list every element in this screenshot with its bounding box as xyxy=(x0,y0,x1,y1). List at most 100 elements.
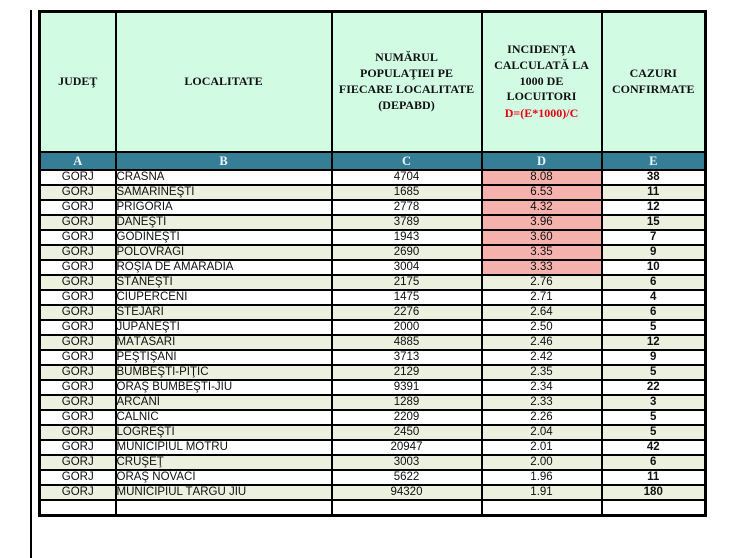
cell-cazuri: 12 xyxy=(600,199,707,216)
cell-incidenta: 4.32 xyxy=(480,199,603,216)
cell-judet: GORJ xyxy=(38,199,117,216)
cell-localitate: STEJARI xyxy=(114,304,333,321)
cell-cazuri: 5 xyxy=(600,424,707,441)
cell-cazuri: 6 xyxy=(600,454,707,471)
table-row: GORJ ARCANI 1289 2.33 3 xyxy=(38,394,707,411)
cell-judet: GORJ xyxy=(38,319,117,336)
column-letter-d: D xyxy=(480,151,603,171)
cell-localitate: MĂTĂSARI xyxy=(114,334,333,351)
cell-incidenta: 3.60 xyxy=(480,229,603,246)
cell-incidenta: 1.96 xyxy=(480,469,603,486)
table-row: GORJ MĂTĂSARI 4885 2.46 12 xyxy=(38,334,707,351)
col-header-populatie: NUMĂRUL POPULAŢIEI PE FIECARE LOCALITATE… xyxy=(330,10,483,153)
cell-judet: GORJ xyxy=(38,484,117,501)
cell-judet: GORJ xyxy=(38,304,117,321)
cell-localitate: MUNICIPIUL MOTRU xyxy=(114,439,333,456)
table-row: GORJ PRIGORIA 2778 4.32 12 xyxy=(38,199,707,216)
cell-incidenta: 1.91 xyxy=(480,484,603,501)
col-header-judet-label: JUDEŢ xyxy=(58,74,98,89)
table-row: GORJ JUPÂNEŞTI 2000 2.50 5 xyxy=(38,319,707,336)
cell-populatie: 20947 xyxy=(330,439,483,456)
cell-localitate: PEŞTIŞANI xyxy=(114,349,333,366)
cell-incidenta: 2.04 xyxy=(480,424,603,441)
cell-localitate: CRUŞEŢ xyxy=(114,454,333,471)
cell-cazuri: 5 xyxy=(600,409,707,426)
cell-judet: GORJ xyxy=(38,394,117,411)
cell-localitate: JUPÂNEŞTI xyxy=(114,319,333,336)
cell-populatie: 2175 xyxy=(330,274,483,291)
cell-populatie: 5622 xyxy=(330,469,483,486)
column-letter-b: B xyxy=(114,151,333,171)
cell-localitate xyxy=(114,499,333,517)
cell-populatie: 94320 xyxy=(330,484,483,501)
cell-localitate: ORAŞ BUMBEŞTI-JIU xyxy=(114,379,333,396)
table-row: GORJ GODINEŞTI 1943 3.60 7 xyxy=(38,229,707,246)
table-row: GORJ ORAŞ BUMBEŞTI-JIU 9391 2.34 22 xyxy=(38,379,707,396)
col-header-cazuri: CAZURI CONFIRMATE xyxy=(600,10,707,153)
cell-cazuri: 7 xyxy=(600,229,707,246)
table-row: GORJ POLOVRAGI 2690 3.35 9 xyxy=(38,244,707,261)
cell-judet: GORJ xyxy=(38,469,117,486)
cell-populatie: 9391 xyxy=(330,379,483,396)
cell-localitate: CÂLNIC xyxy=(114,409,333,426)
cell-incidenta: 8.08 xyxy=(480,169,603,186)
cell-populatie: 2129 xyxy=(330,364,483,381)
table-row: GORJ ROŞIA DE AMARADIA 3004 3.33 10 xyxy=(38,259,707,276)
cell-populatie: 2000 xyxy=(330,319,483,336)
cell-judet: GORJ xyxy=(38,364,117,381)
cell-cazuri: 3 xyxy=(600,394,707,411)
cell-cazuri: 180 xyxy=(600,484,707,501)
cell-incidenta: 3.35 xyxy=(480,244,603,261)
col-header-judet: JUDEŢ xyxy=(38,10,117,153)
cell-cazuri: 9 xyxy=(600,349,707,366)
cell-localitate: GODINEŞTI xyxy=(114,229,333,246)
cell-judet: GORJ xyxy=(38,229,117,246)
cell-cazuri: 6 xyxy=(600,274,707,291)
table-row: GORJ CRUŞEŢ 3003 2.00 6 xyxy=(38,454,707,471)
cell-populatie: 2276 xyxy=(330,304,483,321)
cell-cazuri: 11 xyxy=(600,184,707,201)
col-header-incidenta: INCIDENŢA CALCULATĂ LA 1000 DE LOCUITORI… xyxy=(480,10,603,153)
cell-populatie: 3713 xyxy=(330,349,483,366)
cell-judet: GORJ xyxy=(38,454,117,471)
cell-judet: GORJ xyxy=(38,379,117,396)
cell-incidenta xyxy=(480,499,603,517)
cell-cazuri: 22 xyxy=(600,379,707,396)
table-row: GORJ BUMBEŞTI-PIŢIC 2129 2.35 5 xyxy=(38,364,707,381)
table-row: GORJ CIUPERCENI 1475 2.71 4 xyxy=(38,289,707,306)
table-row: GORJ DĂNEŞTI 3789 3.96 15 xyxy=(38,214,707,231)
cell-populatie: 2209 xyxy=(330,409,483,426)
table-row: GORJ CÂLNIC 2209 2.26 5 xyxy=(38,409,707,426)
cell-cazuri: 15 xyxy=(600,214,707,231)
cell-cazuri: 6 xyxy=(600,304,707,321)
col-header-localitate: LOCALITATE xyxy=(114,10,333,153)
col-header-populatie-label: NUMĂRUL POPULAŢIEI PE FIECARE LOCALITATE… xyxy=(338,50,475,112)
column-letter-e: E xyxy=(600,151,707,171)
cell-cazuri: 10 xyxy=(600,259,707,276)
table-row: GORJ PEŞTIŞANI 3713 2.42 9 xyxy=(38,349,707,366)
cell-localitate: SAMARINEŞTI xyxy=(114,184,333,201)
cell-judet: GORJ xyxy=(38,349,117,366)
cell-localitate: ARCANI xyxy=(114,394,333,411)
cell-localitate: PRIGORIA xyxy=(114,199,333,216)
cell-populatie: 1943 xyxy=(330,229,483,246)
cell-cazuri: 5 xyxy=(600,364,707,381)
cell-localitate: LOGREŞTI xyxy=(114,424,333,441)
cell-cazuri: 5 xyxy=(600,319,707,336)
cell-judet: GORJ xyxy=(38,259,117,276)
cell-judet: GORJ xyxy=(38,244,117,261)
cell-judet: GORJ xyxy=(38,184,117,201)
col-header-cazuri-label: CAZURI CONFIRMATE xyxy=(612,66,695,96)
cell-cazuri: 38 xyxy=(600,169,707,186)
cell-cazuri: 9 xyxy=(600,244,707,261)
cell-populatie: 2450 xyxy=(330,424,483,441)
cell-judet: GORJ xyxy=(38,274,117,291)
cell-localitate: MUNICIPIUL TÂRGU JIU xyxy=(114,484,333,501)
table-body: GORJ CRASNA 4704 8.08 38 GORJ SAMARINEŞTI 1685 6… xyxy=(38,169,707,517)
column-letters-row: A B C D E xyxy=(38,151,707,171)
cell-incidenta: 2.26 xyxy=(480,409,603,426)
cell-populatie: 3003 xyxy=(330,454,483,471)
cell-incidenta: 2.42 xyxy=(480,349,603,366)
incidence-table: JUDEŢ LOCALITATE NUMĂRUL POPULAŢIEI PE F… xyxy=(38,10,707,517)
cell-populatie: 2778 xyxy=(330,199,483,216)
